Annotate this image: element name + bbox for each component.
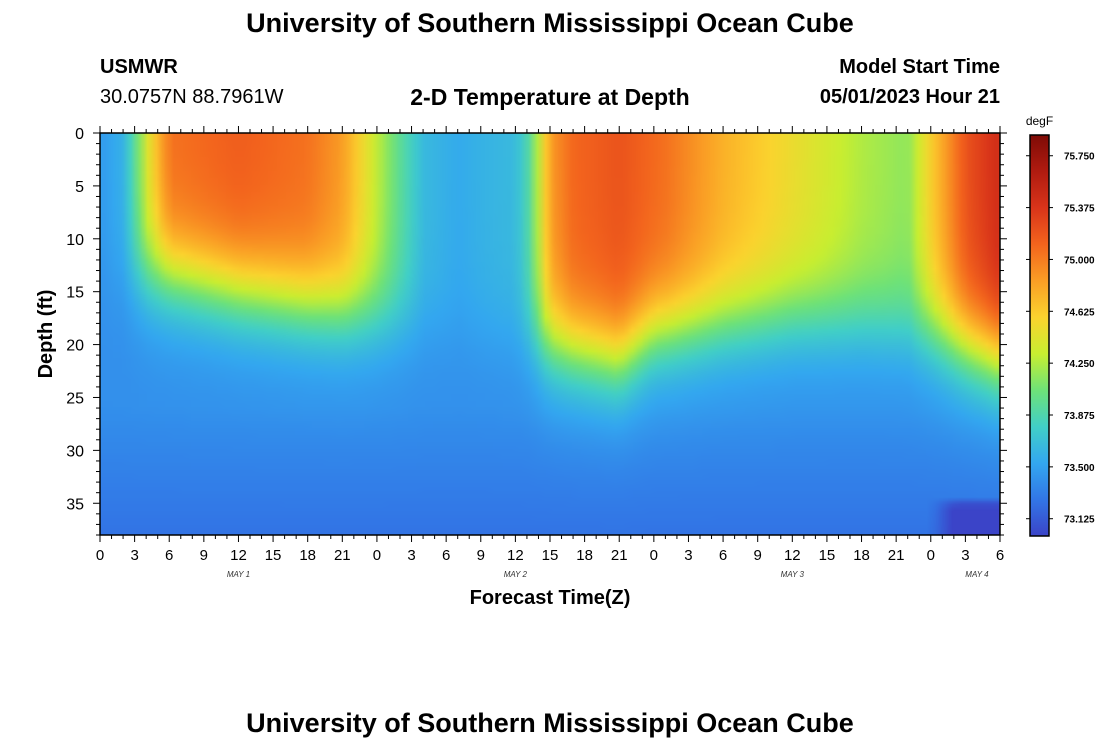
- y-axis: 0 5 10 15 20 25 30 35: [66, 126, 1007, 536]
- temperature-heatmap: [100, 133, 1000, 535]
- x-tick-label: 6: [165, 547, 173, 564]
- x-tick-label: 12: [784, 547, 801, 564]
- y-axis-label: Depth (ft): [35, 290, 57, 379]
- y-tick-label: 20: [66, 338, 84, 355]
- date-label: MAY 4: [965, 570, 989, 579]
- x-tick-label: 15: [542, 547, 559, 564]
- model-start-time: 05/01/2023 Hour 21: [819, 86, 1000, 108]
- y-tick-label: 15: [66, 285, 84, 302]
- colorbar-tick-label: 74.625: [1064, 307, 1095, 318]
- x-tick-label: 6: [996, 547, 1004, 564]
- y-tick-label: 25: [66, 390, 84, 407]
- x-tick-label: 21: [611, 547, 628, 564]
- colorbar: [1029, 134, 1050, 537]
- x-tick-label: 9: [477, 547, 485, 564]
- x-tick-label: 6: [442, 547, 450, 564]
- y-tick-label: 35: [66, 496, 84, 513]
- colorbar-tick-label: 75.375: [1064, 204, 1095, 215]
- x-tick-label: 0: [927, 547, 935, 564]
- x-axis-label: Forecast Time(Z): [470, 587, 631, 609]
- x-tick-label: 15: [819, 547, 836, 564]
- y-tick-label: 0: [75, 126, 84, 143]
- page-title: University of Southern Mississippi Ocean…: [246, 8, 854, 38]
- x-axis: 0 3 6 9 12 15 18 21 0 3 6 9 12 15 18 21 0 3 6 9 12 15 18 21 0 3 6: [96, 126, 1004, 564]
- x-tick-label: 3: [130, 547, 138, 564]
- x-tick-label: 9: [754, 547, 762, 564]
- chart-title: 2-D Temperature at Depth: [410, 84, 690, 110]
- x-tick-label: 18: [576, 547, 593, 564]
- colorbar-tick-label: 74.250: [1064, 359, 1095, 370]
- colorbar-tick-label: 75.750: [1064, 152, 1095, 163]
- colorbar-tick-label: 75.000: [1064, 255, 1095, 266]
- colorbar-tick-label: 73.875: [1064, 411, 1095, 422]
- y-tick-label: 30: [66, 443, 84, 460]
- date-label: MAY 3: [781, 570, 805, 579]
- x-tick-label: 0: [373, 547, 381, 564]
- x-tick-label: 12: [230, 547, 247, 564]
- footer-title: University of Southern Mississippi Ocean…: [246, 708, 854, 738]
- x-tick-label: 9: [200, 547, 208, 564]
- y-tick-label: 10: [66, 232, 84, 249]
- y-tick-label: 5: [75, 179, 84, 196]
- x-tick-label: 3: [407, 547, 415, 564]
- x-tick-label: 3: [684, 547, 692, 564]
- x-tick-label: 21: [334, 547, 351, 564]
- x-tick-label: 18: [299, 547, 316, 564]
- colorbar-ticks: 75.750 75.375 75.000 74.625 74.250 73.875 73.5…: [1026, 152, 1095, 526]
- station-coordinates: 30.0757N 88.7961W: [100, 86, 284, 108]
- x-tick-label: 0: [650, 547, 658, 564]
- station-id: USMWR: [100, 56, 178, 78]
- x-tick-label: 15: [265, 547, 282, 564]
- model-start-label: Model Start Time: [839, 56, 1000, 78]
- colorbar-tick-label: 73.125: [1064, 515, 1095, 526]
- x-tick-label: 12: [507, 547, 524, 564]
- x-tick-label: 0: [96, 547, 104, 564]
- colorbar-unit-label: degF: [1026, 114, 1053, 128]
- x-tick-label: 18: [853, 547, 870, 564]
- x-tick-label: 6: [719, 547, 727, 564]
- x-tick-label: 21: [888, 547, 905, 564]
- x-tick-label: 3: [961, 547, 969, 564]
- date-labels: MAY 1 MAY 2 MAY 3 MAY 4: [227, 570, 989, 579]
- date-label: MAY 2: [504, 570, 528, 579]
- date-label: MAY 1: [227, 570, 250, 579]
- colorbar-tick-label: 73.500: [1064, 463, 1095, 474]
